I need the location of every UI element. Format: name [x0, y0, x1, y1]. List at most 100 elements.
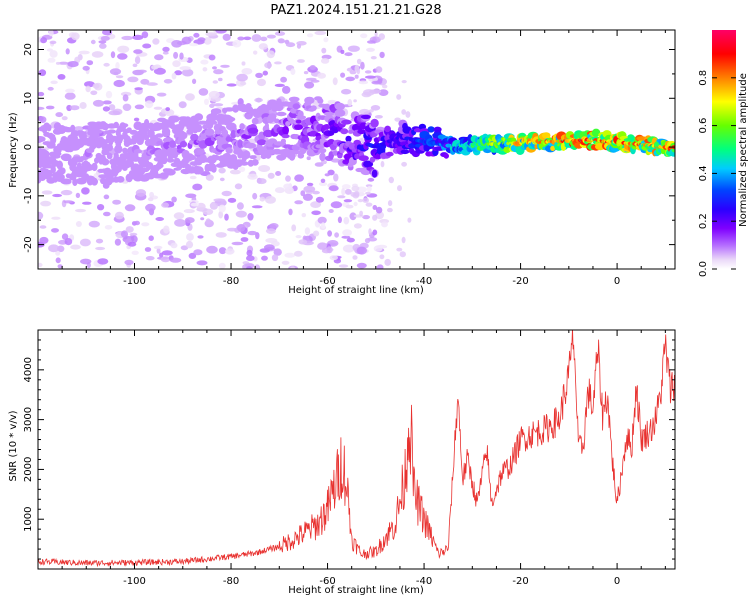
heatmap-cell [396, 94, 402, 100]
heatmap-cell [295, 119, 302, 124]
heatmap-cell [266, 50, 275, 59]
heatmap-cell [106, 143, 113, 152]
heatmap-cell [210, 120, 218, 125]
heatmap-cell [240, 237, 249, 242]
heatmap-cell [369, 156, 376, 163]
heatmap-cell [101, 158, 110, 166]
heatmap-cell [253, 50, 258, 55]
heatmap-cell [110, 51, 116, 59]
heatmap-cell [171, 72, 177, 80]
heatmap-cell [368, 109, 374, 113]
heatmap-cell [347, 45, 360, 52]
heatmap-cell [252, 192, 258, 200]
heatmap-cell [372, 214, 378, 221]
x-tick-label: -80 [223, 276, 239, 287]
heatmap-cell [153, 245, 163, 250]
heatmap-cell [363, 160, 374, 168]
heatmap-cell [380, 160, 385, 168]
heatmap-cell [212, 154, 220, 161]
heatmap-cell [140, 78, 150, 85]
heatmap-cell [329, 255, 338, 261]
heatmap-cell [239, 161, 249, 166]
heatmap-cell [332, 150, 339, 156]
heatmap-cell [218, 262, 226, 269]
heatmap-cell [64, 238, 73, 246]
heatmap-cell [338, 264, 349, 268]
heatmap-cell [52, 193, 62, 198]
heatmap-cell [58, 174, 65, 181]
heatmap-cell [103, 62, 110, 67]
heatmap-cell [169, 257, 182, 263]
heatmap-cell [374, 115, 383, 119]
heatmap-cell [323, 37, 329, 43]
heatmap-cell [265, 196, 276, 204]
heatmap-cell [326, 246, 333, 254]
heatmap-cell [330, 158, 341, 163]
heatmap-cell [95, 238, 104, 244]
heatmap-cell [341, 119, 352, 125]
heatmap-cell [349, 70, 357, 75]
heatmap-cell [311, 210, 321, 216]
heatmap-cell [133, 117, 140, 122]
heatmap-cell [189, 175, 197, 180]
heatmap-cell [273, 248, 282, 256]
heatmap-cell [321, 47, 327, 54]
heatmap-cell [108, 110, 121, 116]
heatmap-cell [165, 169, 176, 176]
heatmap-cell [156, 247, 161, 254]
heatmap-cell [214, 129, 222, 135]
heatmap-cell [243, 36, 252, 41]
heatmap-cell [362, 197, 370, 203]
heatmap-cell [396, 247, 403, 252]
heatmap-cell [179, 131, 188, 140]
heatmap-cell [134, 87, 143, 91]
heatmap-cell [289, 153, 296, 161]
heatmap-cell [162, 51, 169, 55]
heatmap-cell [359, 210, 363, 217]
heatmap-cell [129, 232, 138, 236]
heatmap-cell [401, 80, 407, 84]
heatmap-cell [366, 186, 372, 192]
heatmap-cell [148, 235, 154, 241]
spectrogram-frame [37, 29, 676, 270]
heatmap-cell [121, 35, 134, 41]
heatmap-cell [443, 153, 449, 159]
heatmap-cell [358, 80, 369, 85]
y-tick-label: -20 [23, 236, 34, 252]
heatmap-cell [133, 149, 143, 154]
heatmap-cell [90, 39, 96, 45]
heatmap-cell [342, 244, 355, 253]
heatmap-cell [282, 85, 291, 94]
heatmap-cell [190, 202, 199, 207]
heatmap-cell [184, 209, 192, 213]
heatmap-cell [274, 187, 285, 194]
heatmap-cell [50, 165, 56, 174]
heatmap-cell [237, 224, 246, 232]
heatmap-cell [65, 88, 75, 94]
heatmap-cell [155, 162, 164, 169]
heatmap-cell [38, 211, 44, 220]
heatmap-cell [332, 77, 338, 86]
heatmap-cell [67, 61, 79, 68]
heatmap-cell [245, 113, 253, 120]
heatmap-cell [317, 98, 324, 104]
heatmap-cell [38, 136, 46, 143]
heatmap-cell [61, 116, 68, 121]
heatmap-cell [251, 160, 259, 165]
spectrogram-heatmap [38, 30, 675, 269]
heatmap-cell [256, 178, 267, 185]
heatmap-cell [41, 190, 53, 195]
heatmap-cell [205, 174, 214, 181]
heatmap-cell [173, 212, 185, 220]
heatmap-cell [304, 227, 311, 235]
heatmap-cell [75, 192, 81, 198]
heatmap-cell [208, 90, 220, 99]
heatmap-cell [317, 216, 327, 224]
heatmap-cell [288, 208, 293, 216]
heatmap-cell [115, 75, 124, 79]
heatmap-cell [109, 68, 122, 75]
heatmap-cell [275, 111, 287, 117]
heatmap-cell [106, 152, 113, 160]
heatmap-cell [46, 48, 54, 52]
